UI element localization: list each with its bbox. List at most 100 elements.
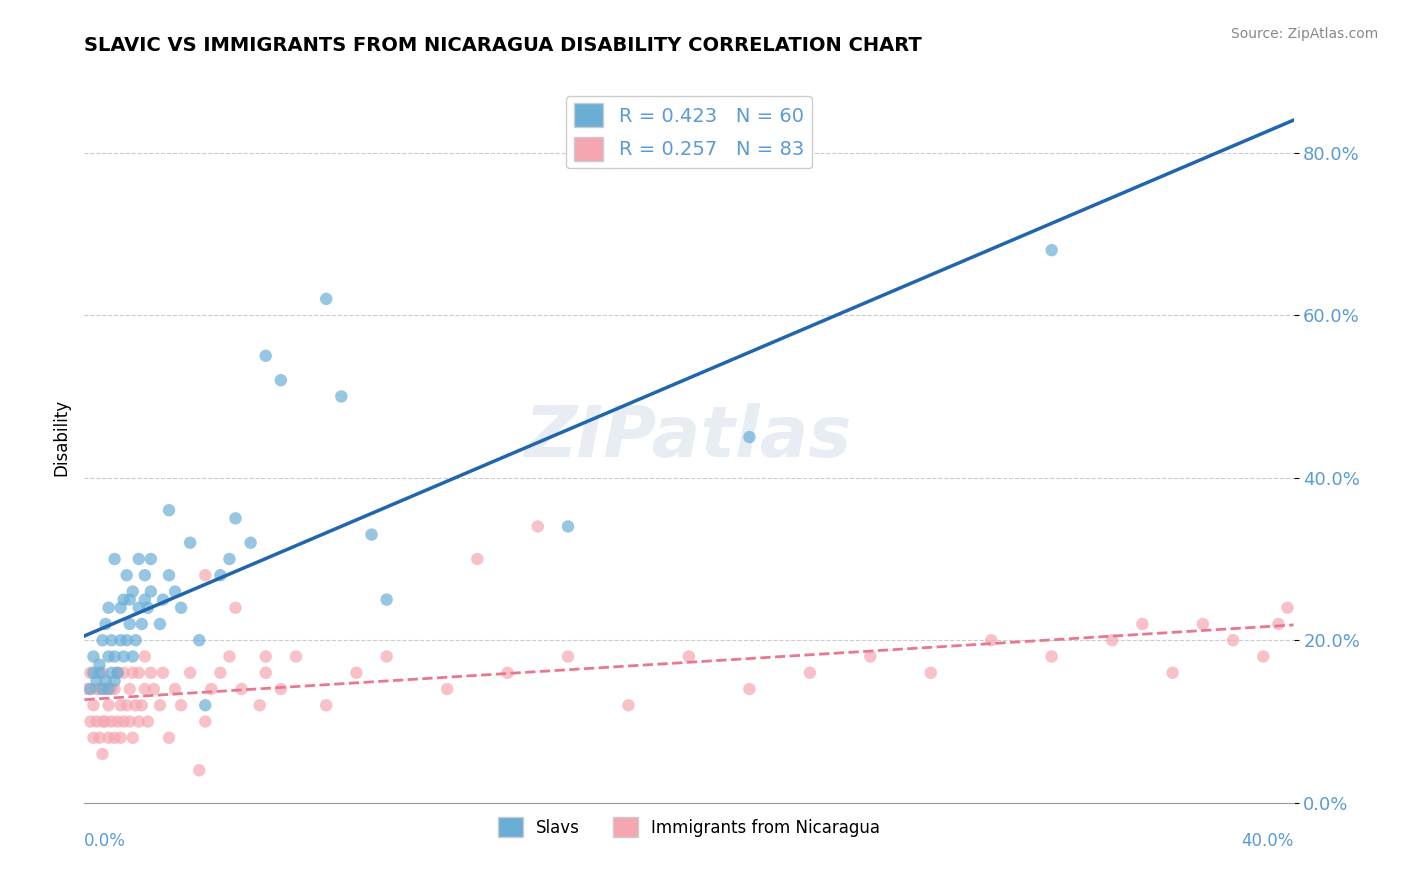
Point	[128, 714, 150, 729]
Point	[82, 731, 104, 745]
Point	[79, 714, 101, 729]
Point	[315, 292, 337, 306]
Point	[617, 698, 640, 713]
Point	[121, 731, 143, 745]
Point	[1192, 617, 1215, 632]
Point	[91, 665, 114, 680]
Point	[149, 617, 172, 632]
Point	[100, 714, 122, 729]
Point	[738, 430, 761, 444]
Point	[100, 665, 122, 680]
Point	[1101, 633, 1123, 648]
Point	[97, 681, 120, 696]
Point	[100, 633, 122, 648]
Point	[209, 568, 232, 582]
Point	[107, 665, 129, 680]
Point	[104, 649, 127, 664]
Point	[1267, 617, 1289, 632]
Point	[125, 698, 148, 713]
Point	[97, 731, 120, 745]
Point	[139, 665, 162, 680]
Point	[118, 714, 141, 729]
Point	[104, 673, 127, 688]
Point	[1161, 665, 1184, 680]
Point	[104, 552, 127, 566]
Point	[157, 731, 180, 745]
Point	[254, 665, 277, 680]
Point	[107, 714, 129, 729]
Point	[249, 698, 271, 713]
Point	[112, 665, 135, 680]
Point	[231, 681, 253, 696]
Point	[128, 552, 150, 566]
Point	[91, 714, 114, 729]
Point	[142, 681, 165, 696]
Point	[104, 731, 127, 745]
Point	[82, 649, 104, 664]
Point	[254, 649, 277, 664]
Point	[110, 731, 132, 745]
Point	[115, 698, 138, 713]
Point	[194, 714, 217, 729]
Point	[79, 665, 101, 680]
Text: ZIPatlas: ZIPatlas	[526, 402, 852, 472]
Point	[121, 649, 143, 664]
Point	[375, 592, 398, 607]
Point	[94, 714, 117, 729]
Point	[152, 592, 174, 607]
Point	[86, 681, 108, 696]
Point	[170, 698, 193, 713]
Point	[179, 535, 201, 549]
Point	[239, 535, 262, 549]
Y-axis label: Disability: Disability	[52, 399, 70, 475]
Point	[1222, 633, 1244, 648]
Point	[118, 617, 141, 632]
Point	[91, 747, 114, 761]
Point	[89, 681, 111, 696]
Point	[678, 649, 700, 664]
Point	[115, 568, 138, 582]
Point	[920, 665, 942, 680]
Point	[94, 681, 117, 696]
Point	[110, 698, 132, 713]
Point	[121, 584, 143, 599]
Point	[86, 673, 108, 688]
Point	[91, 633, 114, 648]
Point	[118, 681, 141, 696]
Point	[799, 665, 821, 680]
Point	[157, 503, 180, 517]
Point	[136, 600, 159, 615]
Point	[346, 665, 368, 680]
Point	[218, 552, 240, 566]
Point	[121, 665, 143, 680]
Point	[165, 681, 187, 696]
Text: 40.0%: 40.0%	[1241, 832, 1294, 850]
Point	[496, 665, 519, 680]
Point	[179, 665, 201, 680]
Text: Source: ZipAtlas.com: Source: ZipAtlas.com	[1230, 27, 1378, 41]
Point	[209, 665, 232, 680]
Point	[89, 657, 111, 672]
Point	[97, 600, 120, 615]
Text: SLAVIC VS IMMIGRANTS FROM NICARAGUA DISABILITY CORRELATION CHART: SLAVIC VS IMMIGRANTS FROM NICARAGUA DISA…	[84, 36, 922, 54]
Point	[110, 600, 132, 615]
Point	[86, 714, 108, 729]
Point	[131, 617, 153, 632]
Point	[194, 698, 217, 713]
Point	[112, 592, 135, 607]
Point	[980, 633, 1002, 648]
Point	[270, 681, 292, 696]
Point	[128, 665, 150, 680]
Text: 0.0%: 0.0%	[84, 832, 127, 850]
Point	[254, 349, 277, 363]
Point	[100, 681, 122, 696]
Point	[104, 681, 127, 696]
Point	[110, 633, 132, 648]
Point	[225, 511, 247, 525]
Point	[152, 665, 174, 680]
Point	[1040, 649, 1063, 664]
Point	[91, 681, 114, 696]
Point	[82, 698, 104, 713]
Point	[139, 584, 162, 599]
Point	[188, 764, 211, 778]
